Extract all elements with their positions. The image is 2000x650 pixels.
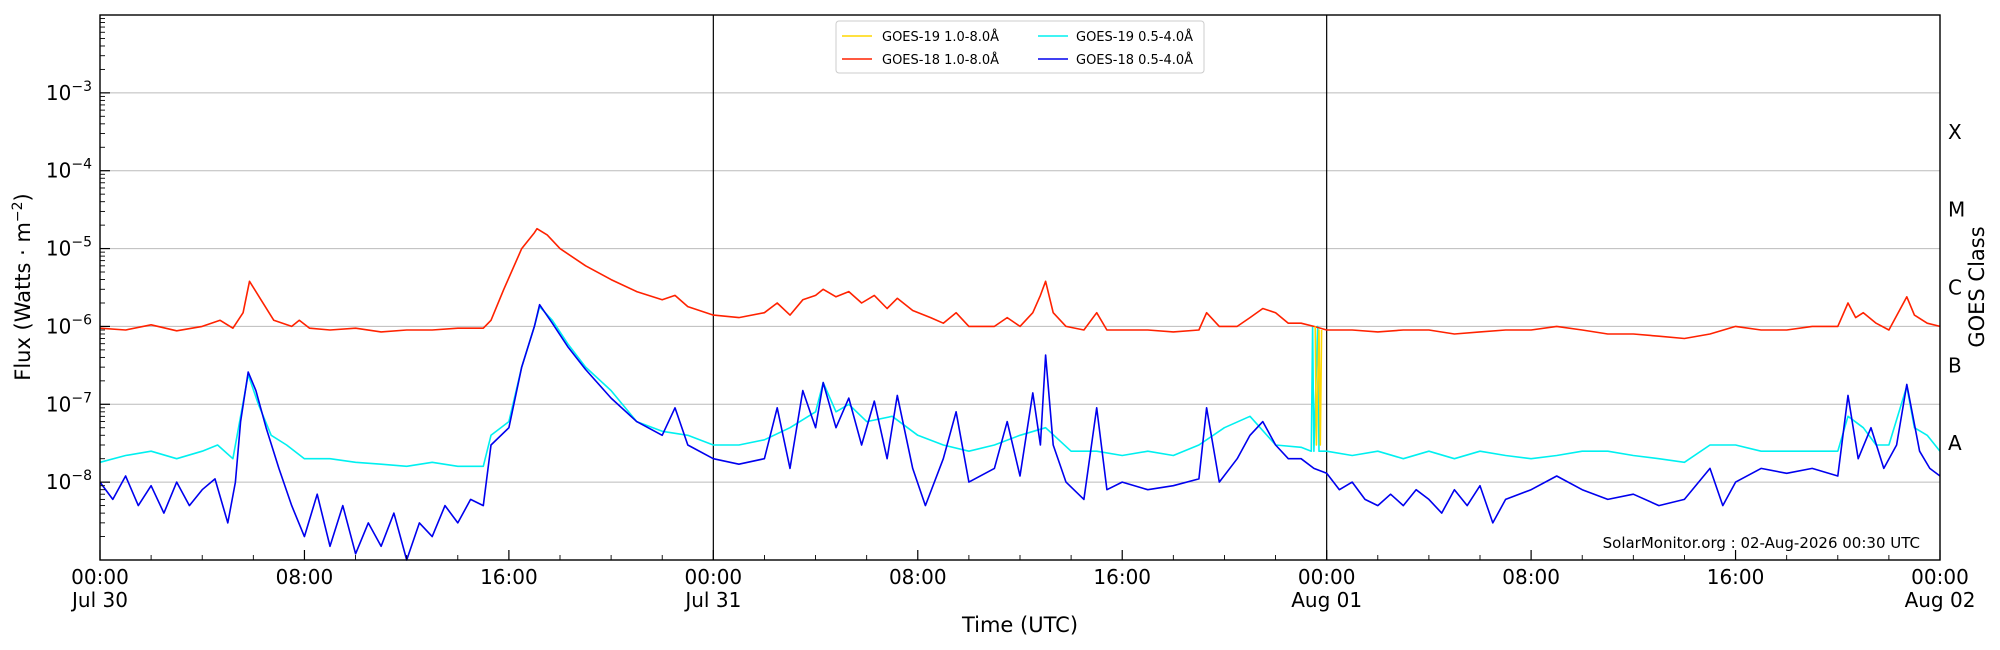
series-line-3: [99, 303, 1941, 561]
series-line-2: [99, 305, 1941, 468]
y-axis-title-close: ): [11, 193, 35, 201]
y-tick-label: 10−6: [46, 312, 92, 338]
x-tick-label-time: 16:00: [1707, 565, 1765, 589]
legend-label-goes19-short: GOES-19 0.5-4.0Å: [1076, 29, 1193, 45]
goes-class-axis: A B C M X: [1948, 120, 1965, 455]
watermark-solarmonitor: SolarMonitor.org : 02-Aug-2026 00:30 UTC: [1603, 534, 1920, 552]
x-tick-label-date: Aug 02: [1905, 588, 1976, 612]
series-line-1: [99, 227, 1941, 340]
x-tick-label-time: 16:00: [1093, 565, 1151, 589]
series-layer: [99, 227, 1941, 561]
y-tick-label: 10−3: [46, 79, 92, 105]
goes-class-label: A: [1948, 431, 1962, 455]
y-tick-label: 10−5: [46, 235, 92, 261]
y-axis-title: Flux (Watts · m−2): [10, 193, 35, 381]
legend-label-goes18-short: GOES-18 0.5-4.0Å: [1076, 52, 1193, 68]
plot-frame: [99, 14, 1941, 561]
legend-label-goes19-long: GOES-19 1.0-8.0Å: [882, 29, 999, 45]
x-tick-label-time: 08:00: [1502, 565, 1560, 589]
goes-class-label: X: [1948, 120, 1962, 144]
goes-class-label: B: [1948, 353, 1962, 377]
y-tick-label: 10−4: [46, 157, 92, 183]
x-axis-title: Time (UTC): [961, 613, 1078, 637]
goes-class-axis-title: GOES Class: [1965, 226, 1989, 347]
y-axis-title-exponent: −2: [10, 201, 26, 222]
goes-class-label: M: [1948, 198, 1965, 222]
y-gridlines: [100, 92, 1940, 483]
x-tick-label-time: 16:00: [480, 565, 538, 589]
goes-class-label: C: [1948, 276, 1962, 300]
x-tick-label-time: 08:00: [276, 565, 334, 589]
y-axis-title-main: Flux (Watts · m: [11, 222, 35, 381]
x-tick-label-date: Aug 01: [1291, 588, 1362, 612]
y-axis: 10−8 10−7 10−6 10−5 10−4 10−3: [46, 18, 110, 538]
x-tick-label-date: Jul 30: [70, 588, 128, 612]
x-tick-label-time: 00:00: [1298, 565, 1356, 589]
y-tick-label: 10−8: [46, 468, 92, 494]
series-line-0: [1314, 326, 1323, 446]
legend: GOES-19 1.0-8.0Å GOES-18 1.0-8.0Å GOES-1…: [835, 20, 1205, 74]
legend-box: [835, 20, 1205, 74]
x-tick-label-time: 00:00: [1911, 565, 1969, 589]
x-tick-label-time: 00:00: [71, 565, 129, 589]
x-tick-label-date: Jul 31: [683, 588, 741, 612]
x-tick-label-time: 00:00: [685, 565, 743, 589]
legend-label-goes18-long: GOES-18 1.0-8.0Å: [882, 52, 999, 68]
y-tick-label: 10−7: [46, 390, 92, 416]
x-tick-label-time: 08:00: [889, 565, 947, 589]
day-boundary-lines: [712, 15, 1328, 560]
